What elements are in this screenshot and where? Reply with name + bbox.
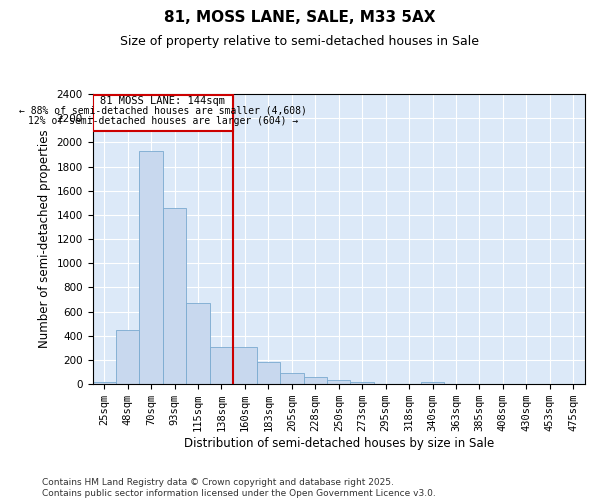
Text: 81, MOSS LANE, SALE, M33 5AX: 81, MOSS LANE, SALE, M33 5AX bbox=[164, 10, 436, 25]
Bar bbox=[92, 95, 233, 132]
Text: ← 88% of semi-detached houses are smaller (4,608): ← 88% of semi-detached houses are smalle… bbox=[19, 106, 307, 116]
Bar bbox=[116, 330, 139, 384]
Bar bbox=[304, 377, 327, 384]
Bar bbox=[280, 372, 304, 384]
Bar bbox=[210, 346, 233, 384]
Y-axis label: Number of semi-detached properties: Number of semi-detached properties bbox=[38, 130, 51, 348]
Bar bbox=[92, 382, 116, 384]
Text: Size of property relative to semi-detached houses in Sale: Size of property relative to semi-detach… bbox=[121, 35, 479, 48]
Text: Contains HM Land Registry data © Crown copyright and database right 2025.
Contai: Contains HM Land Registry data © Crown c… bbox=[42, 478, 436, 498]
Bar bbox=[350, 382, 374, 384]
Bar bbox=[257, 362, 280, 384]
Bar bbox=[233, 346, 257, 384]
Bar bbox=[187, 303, 210, 384]
Bar bbox=[421, 382, 444, 384]
Bar bbox=[139, 151, 163, 384]
X-axis label: Distribution of semi-detached houses by size in Sale: Distribution of semi-detached houses by … bbox=[184, 437, 494, 450]
Bar bbox=[327, 380, 350, 384]
Text: 81 MOSS LANE: 144sqm: 81 MOSS LANE: 144sqm bbox=[100, 96, 226, 106]
Bar bbox=[163, 208, 187, 384]
Text: 12% of semi-detached houses are larger (604) →: 12% of semi-detached houses are larger (… bbox=[28, 116, 298, 126]
